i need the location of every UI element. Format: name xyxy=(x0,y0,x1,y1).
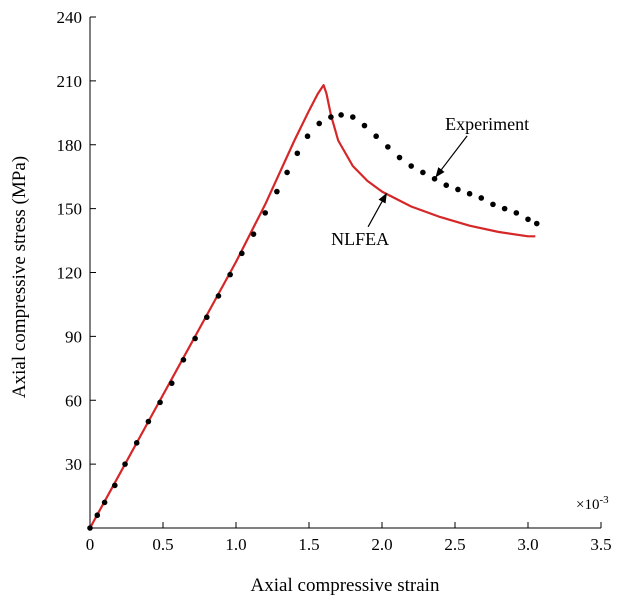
y-tick-label: 120 xyxy=(57,264,83,283)
experiment-point xyxy=(455,186,461,193)
experiment-point xyxy=(250,231,257,237)
x-tick-label: 2.0 xyxy=(371,535,392,554)
experiment-point xyxy=(112,482,118,489)
experiment-point xyxy=(328,114,334,120)
series-layer xyxy=(87,84,540,531)
annotation-nlfea: NLFEA xyxy=(331,229,389,249)
y-tick-label: 90 xyxy=(65,327,82,346)
experiment-point xyxy=(316,120,323,127)
experiment-point xyxy=(239,250,245,257)
experiment-point xyxy=(525,216,531,223)
annotation-arrow-nlfea xyxy=(367,192,387,228)
x-tick-label: 0 xyxy=(86,535,95,554)
experiment-point xyxy=(490,201,496,208)
experiment-point xyxy=(274,188,280,195)
experiment-point xyxy=(87,525,93,531)
experiment-point xyxy=(122,461,128,467)
experiment-point xyxy=(204,314,210,321)
experiment-point xyxy=(101,499,108,506)
y-tick-label: 240 xyxy=(57,8,83,27)
experiment-point xyxy=(501,205,508,212)
experiment-point xyxy=(420,169,426,176)
experiment-point xyxy=(94,512,101,519)
experiment-point xyxy=(168,380,175,387)
y-tick-label: 60 xyxy=(65,391,82,410)
experiment-point xyxy=(350,114,356,120)
x-tick-label: 3.5 xyxy=(590,535,611,554)
experiment-point xyxy=(385,144,391,150)
x-tick-label: 0.5 xyxy=(152,535,173,554)
experiment-point xyxy=(533,220,540,227)
x-tick-label: 3.0 xyxy=(517,535,538,554)
y-tick-label: 150 xyxy=(57,200,83,219)
experiment-point xyxy=(408,163,415,169)
experiment-point xyxy=(304,133,311,140)
experiment-point xyxy=(396,154,403,161)
annotation-experiment: Experiment xyxy=(445,114,529,134)
x-axis-multiplier-base: ×10 xyxy=(576,497,599,513)
experiment-point xyxy=(262,210,269,216)
y-tick-label: 30 xyxy=(65,455,82,474)
annotation-arrow-experiment xyxy=(435,135,468,178)
experiment-point xyxy=(157,399,163,406)
annotation-layer: Experiment NLFEA xyxy=(331,114,529,249)
experiment-point xyxy=(478,195,485,201)
experiment-point xyxy=(373,133,379,140)
experiment-point xyxy=(294,150,301,157)
x-axis-label: Axial compressive strain xyxy=(251,575,440,596)
experiment-point xyxy=(361,122,368,129)
experiment-point xyxy=(192,335,198,342)
experiment-point xyxy=(227,271,233,278)
y-tick-label: 210 xyxy=(57,72,83,91)
experiment-point xyxy=(466,190,473,197)
x-tick-label: 1.0 xyxy=(225,535,246,554)
x-axis-multiplier-exponent: -3 xyxy=(599,494,609,506)
experiment-point xyxy=(443,182,450,189)
experiment-point xyxy=(338,112,344,118)
experiment-point xyxy=(513,210,520,216)
experiment-point xyxy=(215,293,222,299)
axes: 0 0.5 1.0 1.5 2.0 2.5 3.0 3.5 30 60 90 120 150 180 210… xyxy=(57,8,612,554)
x-axis-multiplier: ×10-3 xyxy=(576,494,609,513)
x-tick-label: 1.5 xyxy=(298,535,319,554)
experiment-point xyxy=(284,169,290,176)
experiment-point xyxy=(180,356,187,363)
x-tick-label: 2.5 xyxy=(444,535,465,554)
y-tick-label: 180 xyxy=(57,136,83,155)
y-axis-label: Axial compressive stress (MPa) xyxy=(9,156,30,398)
experiment-point xyxy=(145,418,152,425)
series-line-nlfea xyxy=(89,84,536,529)
experiment-point xyxy=(133,440,140,446)
